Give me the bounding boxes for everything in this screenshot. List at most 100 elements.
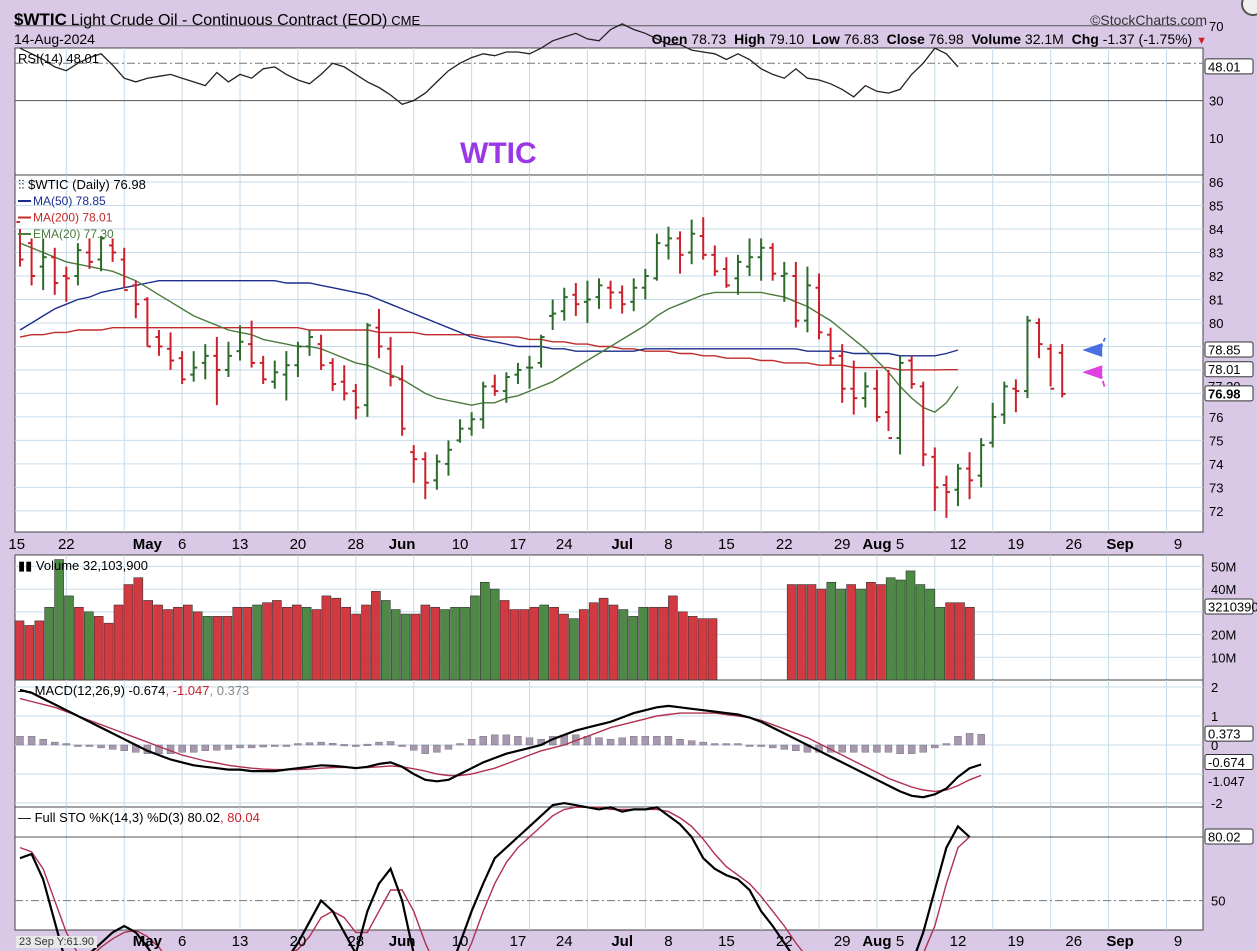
chart-date: 14-Aug-2024 bbox=[14, 31, 95, 47]
volume-bar bbox=[578, 609, 589, 681]
volume-bar bbox=[153, 604, 163, 681]
ema20-line bbox=[19, 242, 959, 414]
bottom-axis-label: 28 bbox=[347, 933, 364, 950]
macd-hist-bar bbox=[398, 744, 406, 747]
macd-hist-bar bbox=[965, 733, 974, 746]
macd-hist-bar bbox=[224, 744, 233, 750]
macd-hist-bar bbox=[780, 744, 788, 750]
price-tick: 73 bbox=[1209, 480, 1223, 495]
macd-hist-bar bbox=[502, 734, 511, 746]
volume-bar bbox=[420, 604, 431, 681]
price-tick: 76 bbox=[1209, 410, 1223, 425]
macd-hist-bar bbox=[444, 744, 453, 750]
x-axis-label: 29 bbox=[834, 536, 851, 553]
rsi-last-label: 48.01 bbox=[1208, 59, 1241, 74]
volume-bar bbox=[935, 606, 946, 681]
macd-hist-bar bbox=[630, 736, 638, 746]
macd-hist-bar bbox=[664, 736, 673, 746]
macd-hist-bar bbox=[236, 744, 244, 749]
price-panel bbox=[14, 174, 1204, 533]
volume-bar bbox=[677, 611, 688, 681]
volume-bar bbox=[628, 616, 639, 681]
macd-tick: 1 bbox=[1211, 709, 1218, 724]
x-axis-label: 6 bbox=[178, 536, 186, 553]
macd-hist-bar bbox=[491, 734, 499, 746]
macd-hist-bar bbox=[907, 744, 916, 754]
close-last-label: 76.98 bbox=[1208, 386, 1241, 401]
macd-hist-bar bbox=[456, 743, 464, 746]
macd-hist-bar bbox=[618, 737, 626, 746]
macd-hist-bar bbox=[873, 744, 881, 753]
volume-bar bbox=[648, 606, 658, 681]
volume-bar bbox=[262, 602, 272, 681]
macd-title-part: — MACD(12,26,9) -0.674 bbox=[18, 683, 165, 698]
arrow-head-icon bbox=[1082, 342, 1103, 357]
volume-bar bbox=[489, 588, 500, 681]
macd-hist-bar bbox=[467, 739, 476, 746]
volume-bar bbox=[549, 606, 559, 681]
volume-bar bbox=[252, 604, 262, 681]
macd-signal-line bbox=[19, 697, 982, 793]
bottom-axis-label: 9 bbox=[1174, 933, 1182, 950]
macd-hist-bar bbox=[189, 744, 198, 753]
sto-title: — Full STO %K(14,3) %D(3) 80.02, 80.04 bbox=[18, 810, 260, 825]
high-label: High bbox=[734, 31, 766, 47]
volume-bar bbox=[856, 588, 866, 681]
macd-hist-bar bbox=[595, 737, 603, 746]
price-tick: 75 bbox=[1209, 433, 1223, 448]
volume-bar bbox=[380, 600, 391, 681]
macd-hist-bar bbox=[178, 744, 186, 753]
macd-hist-bar bbox=[861, 744, 870, 753]
bottom-axis-label: Jul bbox=[611, 933, 633, 950]
volume-bar bbox=[103, 622, 114, 681]
volume-bar bbox=[163, 609, 173, 681]
volume-bar bbox=[866, 581, 876, 681]
settings-icon[interactable] bbox=[1241, 0, 1257, 16]
macd-line bbox=[19, 688, 982, 799]
macd-title-part: , 0.373 bbox=[210, 683, 250, 698]
volume-bar bbox=[341, 606, 352, 681]
legend-label: MA(200) 78.01 bbox=[33, 211, 113, 225]
macd-hist-bar bbox=[977, 733, 985, 746]
volume-bar bbox=[529, 606, 540, 681]
macd-hist-bar bbox=[850, 744, 858, 753]
x-axis-label: May bbox=[133, 536, 163, 553]
brand: ©StockCharts.com bbox=[1090, 12, 1207, 28]
volume-bar bbox=[113, 604, 124, 681]
volume-bar bbox=[450, 606, 460, 681]
macd-hist-bar bbox=[294, 743, 302, 746]
volume-bar bbox=[539, 604, 550, 681]
macd-hist-bar bbox=[653, 736, 661, 746]
volume-bar bbox=[707, 618, 718, 681]
macd-hist-bar bbox=[328, 743, 337, 746]
volume-bar bbox=[400, 613, 411, 681]
open-value: 78.73 bbox=[691, 31, 727, 47]
ma50-last-label-box bbox=[1204, 341, 1254, 358]
x-axis-label: 17 bbox=[510, 536, 527, 553]
macd-hist-bar bbox=[641, 736, 650, 746]
bottom-axis-label: 19 bbox=[1008, 933, 1025, 950]
macd-hist-bar bbox=[85, 744, 94, 747]
sto-last-label: 80.02 bbox=[1208, 829, 1241, 844]
down-arrow-icon: ▼ bbox=[1196, 35, 1207, 47]
macd-signal-last: -1.047 bbox=[1208, 774, 1245, 789]
volume-bar bbox=[955, 602, 965, 681]
bottom-axis-label: 8 bbox=[664, 933, 672, 950]
macd-hist-bar bbox=[247, 744, 256, 749]
macd-hist-bar bbox=[942, 743, 951, 746]
bottom-axis-label: Jun bbox=[389, 933, 416, 950]
volume-bar bbox=[361, 604, 371, 681]
macd-hist-bar bbox=[687, 740, 696, 746]
volume-bar bbox=[668, 595, 678, 681]
volume-bar bbox=[509, 609, 520, 681]
volume-bar bbox=[84, 611, 94, 681]
quote-summary: Open 78.73 High 79.10 Low 76.83 Close 76… bbox=[652, 31, 1207, 47]
chg-label: Chg bbox=[1071, 31, 1099, 47]
macd-hist-bar bbox=[410, 744, 418, 751]
macd-hist-bar bbox=[919, 744, 927, 753]
macd-hist-bar bbox=[363, 743, 372, 746]
volume-bar bbox=[499, 600, 510, 681]
price-tick: 74 bbox=[1209, 457, 1223, 472]
volume-bar bbox=[687, 616, 698, 681]
volume-bar bbox=[74, 606, 84, 681]
